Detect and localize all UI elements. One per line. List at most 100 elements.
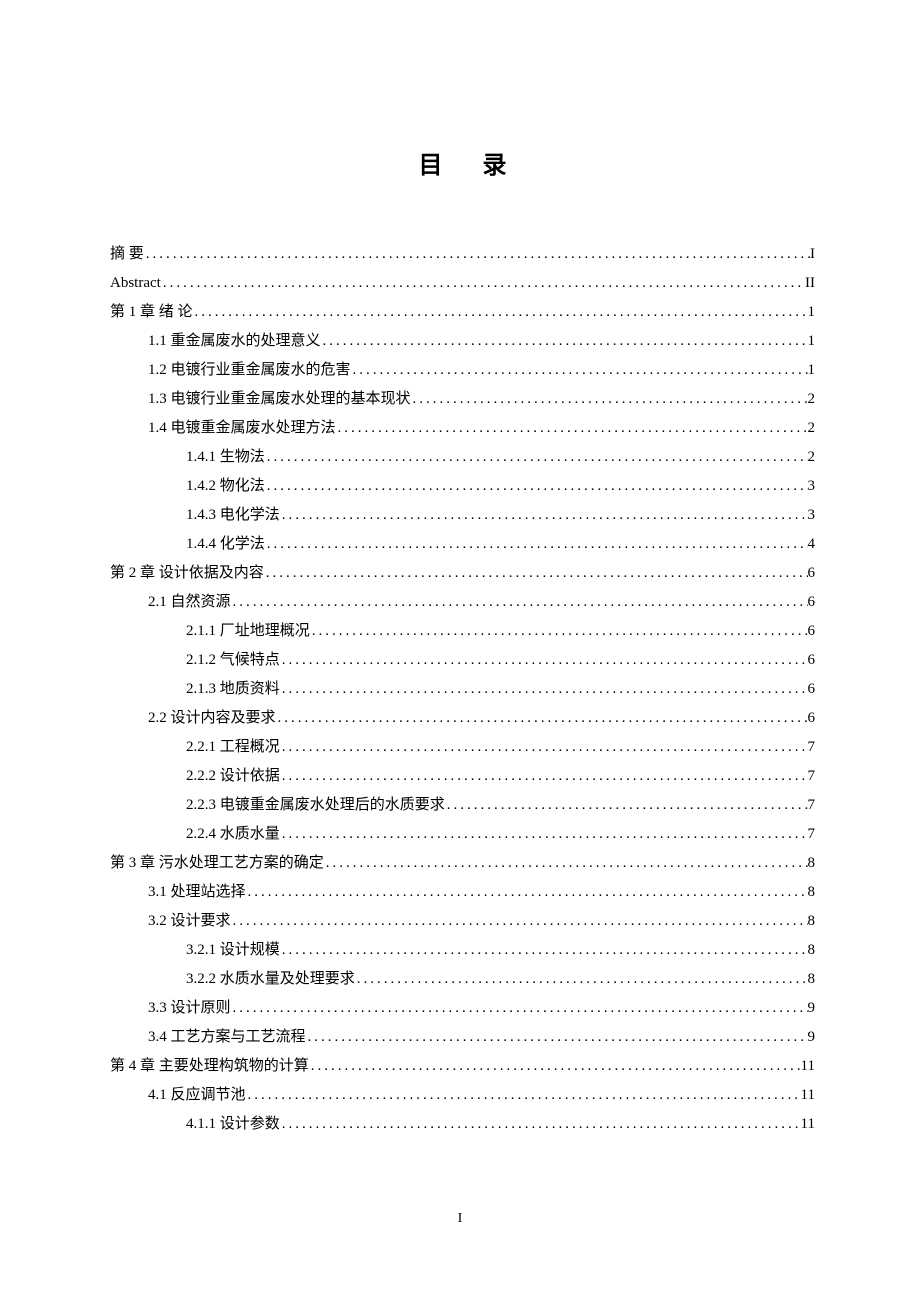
toc-entry: 1.2 电镀行业重金属废水的危害........................… [148,356,815,385]
toc-entry-page: 7 [808,820,816,849]
toc-dot-leader: ........................................… [144,240,810,269]
toc-entry-label: 1.4 电镀重金属废水处理方法 [148,414,336,443]
toc-entry-page: 6 [808,559,816,588]
toc-dot-leader: ........................................… [351,356,808,385]
toc-entry: 1.1 重金属废水的处理意义..........................… [148,327,815,356]
toc-dot-leader: ........................................… [280,646,808,675]
toc-dot-leader: ........................................… [280,675,808,704]
toc-entry-page: 6 [808,617,816,646]
toc-entry-page: 2 [808,414,816,443]
toc-dot-leader: ........................................… [161,269,805,298]
toc-entry: 1.3 电镀行业重金属废水处理的基本现状....................… [148,385,815,414]
toc-entry-page: 7 [808,733,816,762]
toc-dot-leader: ........................................… [309,1052,801,1081]
toc-entry: 2.2.3 电镀重金属废水处理后的水质要求...................… [186,791,815,820]
toc-entry-label: 第 3 章 污水处理工艺方案的确定 [110,849,324,878]
toc-entry-page: 1 [808,327,816,356]
toc-dot-leader: ........................................… [231,994,808,1023]
toc-entry-label: 3.4 工艺方案与工艺流程 [148,1023,306,1052]
toc-entry-label: 2.1 自然资源 [148,588,231,617]
toc-entry-label: 2.1.1 厂址地理概况 [186,617,310,646]
toc-entry-label: 1.4.2 物化法 [186,472,265,501]
toc-entry: 2.2 设计内容及要求.............................… [148,704,815,733]
toc-entry-page: 4 [808,530,816,559]
toc-entry-page: 11 [801,1110,815,1139]
toc-entry-page: 1 [808,356,816,385]
toc-entry-label: Abstract [110,269,161,298]
toc-entry-page: 3 [808,472,816,501]
toc-entry-page: 2 [808,385,816,414]
toc-entry-label: 3.2.1 设计规模 [186,936,280,965]
toc-entry: 2.2.2 设计依据..............................… [186,762,815,791]
toc-entry-page: I [810,240,815,269]
toc-dot-leader: ........................................… [355,965,808,994]
toc-dot-leader: ........................................… [265,472,808,501]
toc-entry: 2.1.1 厂址地理概况............................… [186,617,815,646]
toc-entry: 1.4.1 生物法...............................… [186,443,815,472]
toc-dot-leader: ........................................… [246,878,808,907]
toc-entry-label: 1.4.3 电化学法 [186,501,280,530]
toc-entry-label: 4.1.1 设计参数 [186,1110,280,1139]
toc-entry: 2.1.3 地质资料..............................… [186,675,815,704]
toc-entry-page: 1 [808,298,816,327]
toc-entry-page: 8 [808,907,816,936]
toc-dot-leader: ........................................… [336,414,808,443]
toc-entry: 3.2.2 水质水量及处理要求.........................… [186,965,815,994]
toc-entry-label: 2.2.3 电镀重金属废水处理后的水质要求 [186,791,445,820]
toc-entry: 4.1.1 设计参数..............................… [186,1110,815,1139]
toc-entry: 1.4.2 物化法...............................… [186,472,815,501]
toc-entry: 2.1 自然资源................................… [148,588,815,617]
toc-entry-page: 3 [808,501,816,530]
toc-entry: 2.2.4 水质水量..............................… [186,820,815,849]
toc-entry-page: II [805,269,815,298]
toc-dot-leader: ........................................… [231,588,808,617]
toc-entry: 第 1 章 绪 论...............................… [110,298,815,327]
toc-dot-leader: ........................................… [310,617,808,646]
toc-entry-page: 8 [808,878,816,907]
toc-entry-page: 7 [808,791,816,820]
toc-dot-leader: ........................................… [265,443,808,472]
toc-entry: 3.2.1 设计规模..............................… [186,936,815,965]
toc-entry-page: 6 [808,704,816,733]
toc-entry-label: 1.3 电镀行业重金属废水处理的基本现状 [148,385,411,414]
toc-entry-label: 3.1 处理站选择 [148,878,246,907]
toc-entry: 第 2 章 设计依据及内容...........................… [110,559,815,588]
toc-entry-label: 1.4.4 化学法 [186,530,265,559]
toc-dot-leader: ........................................… [280,501,808,530]
toc-entry: 4.1 反应调节池...............................… [148,1081,815,1110]
toc-entry-page: 6 [808,588,816,617]
toc-entry-label: 3.2.2 水质水量及处理要求 [186,965,355,994]
toc-dot-leader: ........................................… [321,327,808,356]
toc-entry-label: 3.2 设计要求 [148,907,231,936]
toc-dot-leader: ........................................… [246,1081,801,1110]
toc-container: 目录 摘 要..................................… [0,0,920,1199]
toc-entry-page: 9 [808,994,816,1023]
toc-entry: 1.4.4 化学法...............................… [186,530,815,559]
toc-entry-page: 6 [808,646,816,675]
toc-entry-label: 第 1 章 绪 论 [110,298,193,327]
toc-entry-label: 第 2 章 设计依据及内容 [110,559,264,588]
toc-dot-leader: ........................................… [280,762,808,791]
toc-dot-leader: ........................................… [306,1023,808,1052]
toc-list: 摘 要.....................................… [110,240,815,1139]
toc-entry-label: 2.2.2 设计依据 [186,762,280,791]
toc-dot-leader: ........................................… [264,559,808,588]
toc-entry: 1.4.3 电化学法..............................… [186,501,815,530]
toc-dot-leader: ........................................… [265,530,808,559]
page-footer-number: I [0,1211,920,1227]
toc-entry: 3.1 处理站选择...............................… [148,878,815,907]
toc-entry-page: 7 [808,762,816,791]
toc-entry-page: 6 [808,675,816,704]
toc-entry: Abstract................................… [110,269,815,298]
toc-entry-label: 4.1 反应调节池 [148,1081,246,1110]
toc-dot-leader: ........................................… [280,1110,801,1139]
toc-entry-page: 8 [808,849,816,878]
toc-entry-page: 11 [801,1052,815,1081]
toc-entry: 第 4 章 主要处理构筑物的计算........................… [110,1052,815,1081]
toc-dot-leader: ........................................… [193,298,808,327]
toc-entry-label: 1.4.1 生物法 [186,443,265,472]
toc-entry-page: 9 [808,1023,816,1052]
toc-entry: 摘 要.....................................… [110,240,815,269]
toc-entry-label: 2.2.4 水质水量 [186,820,280,849]
toc-entry-page: 2 [808,443,816,472]
